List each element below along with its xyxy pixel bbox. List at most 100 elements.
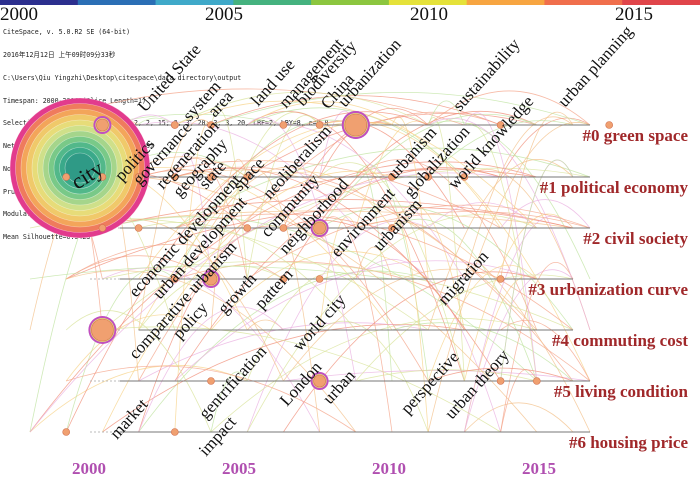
citation-link (355, 259, 501, 433)
cluster-label: #2 civil society (583, 229, 688, 248)
cluster-label: #0 green space (583, 126, 689, 145)
citation-link (246, 112, 537, 178)
keyword-label: impact (195, 412, 240, 459)
keyword-node (313, 374, 326, 388)
keyword-node (279, 121, 288, 129)
citation-link (464, 269, 574, 433)
citation-link (427, 264, 538, 382)
citation-link (138, 160, 501, 229)
city-node (9, 97, 151, 239)
citation-link (246, 271, 357, 382)
keyword-node (62, 173, 70, 181)
citation-link (319, 113, 537, 229)
year-color-band (622, 0, 700, 5)
citation-link (29, 364, 248, 433)
citation-link (174, 119, 356, 280)
year-color-band (155, 0, 234, 5)
citation-link (391, 204, 465, 331)
citation-link (210, 371, 248, 433)
citation-link (355, 220, 591, 433)
citation-link (427, 100, 465, 126)
keyword-label: world city (289, 290, 350, 355)
year-label-bottom: 2000 (72, 459, 106, 478)
keyword-node (207, 377, 215, 385)
year-color-band (466, 0, 545, 5)
citation-link (427, 122, 591, 433)
keyword-node (98, 173, 107, 181)
keyword-node (134, 173, 143, 181)
citation-link (138, 225, 284, 433)
citation-link (102, 199, 574, 229)
keyword-node (496, 377, 505, 385)
keyword-node (134, 224, 143, 232)
citation-link (138, 306, 284, 433)
citation-link (246, 204, 591, 280)
citation-link (319, 205, 574, 331)
info-line: 2016年12月12日 上午09时09分33秒 (3, 50, 116, 59)
cluster-label: #6 housing price (569, 433, 688, 452)
citation-link (355, 164, 429, 382)
citation-link (500, 117, 591, 178)
keyword-node (171, 275, 179, 283)
citation-link (464, 213, 574, 382)
keyword-node (496, 275, 505, 283)
year-label-top: 2015 (615, 4, 653, 25)
citation-link (319, 162, 465, 382)
citation-link (65, 255, 212, 280)
keyword-node (388, 173, 396, 181)
citation-link (319, 120, 591, 382)
keyword-node (243, 173, 251, 181)
year-color-band (77, 0, 157, 5)
keyword-node (313, 221, 326, 235)
citation-link (355, 274, 574, 382)
citation-link (65, 111, 429, 433)
citation-link (427, 90, 591, 126)
citation-link (174, 260, 537, 382)
city-ring (64, 152, 96, 184)
keyword-node (532, 377, 541, 385)
cluster-label: #3 urbanization curve (528, 280, 688, 299)
citation-link (246, 220, 429, 433)
year-label-top: 2005 (205, 4, 243, 25)
citation-link (246, 115, 320, 280)
citation-link (319, 107, 429, 178)
citation-link (246, 170, 320, 433)
year-label-bottom: 2010 (372, 459, 406, 478)
keyword-node (171, 428, 179, 436)
keyword-node (204, 272, 218, 286)
citation-link (138, 169, 429, 382)
citation-link (102, 267, 320, 433)
year-label-bottom: 2015 (522, 459, 556, 478)
citation-link (428, 120, 591, 280)
year-color-band (311, 0, 390, 5)
year-color-band (544, 0, 623, 5)
keyword-label: migration (434, 246, 493, 308)
cluster-label: #4 commuting cost (552, 331, 688, 350)
keyword-node (605, 121, 614, 129)
keyword-node (62, 428, 70, 436)
citation-link (247, 122, 465, 280)
citation-link (500, 261, 574, 433)
citation-link (66, 206, 574, 280)
keyword-node (207, 173, 215, 181)
citation-link (246, 116, 357, 382)
keyword-label: market (106, 395, 152, 443)
citation-link (355, 369, 537, 382)
citation-link (65, 269, 176, 433)
citation-link (174, 153, 212, 280)
citation-link (29, 161, 537, 433)
keyword-node (98, 224, 107, 232)
citation-link (319, 216, 357, 331)
citation-link (500, 199, 591, 229)
keyword-node (279, 224, 288, 232)
citation-link (210, 91, 591, 126)
citation-link (102, 170, 393, 433)
citation-link (174, 122, 212, 433)
citation-link (283, 219, 465, 331)
citation-link (174, 167, 501, 382)
cluster-label: #1 political economy (540, 178, 689, 197)
keyword-node (243, 224, 251, 232)
citation-link (500, 111, 574, 280)
citation-link (391, 218, 538, 382)
citation-link (174, 167, 501, 382)
